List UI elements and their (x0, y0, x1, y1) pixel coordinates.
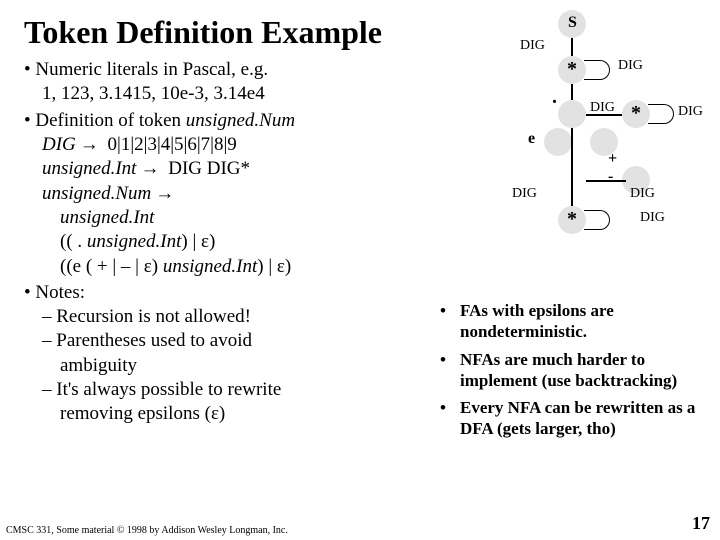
rule-unum-rhs3: ((e ( + | – | ) unsigned.Int) | ) (24, 255, 434, 279)
e-uint: unsigned.Int (163, 256, 257, 277)
epsilon-icon (144, 256, 152, 277)
bullet-literals: • Numeric literals in Pascal, e.g. (24, 58, 434, 82)
e-open: ((e ( + | – | (60, 256, 144, 277)
state-e (544, 128, 572, 156)
note-text: FAs with epsilons are nondeterministic. (460, 300, 706, 343)
edge (586, 114, 622, 116)
footer-text: CMSC 331, Some material © 1998 by Addiso… (6, 525, 288, 536)
nfa-diagram: S DIG * DIG . DIG * DIG e + - DIG DIG * … (440, 8, 710, 268)
loop (584, 210, 610, 230)
slide-title: Token Definition Example (24, 14, 382, 51)
arrow-icon (76, 134, 103, 155)
epsilon-icon (277, 256, 285, 277)
note-text: NFAs are much harder to implement (use b… (460, 349, 706, 392)
label-dig1: DIG (520, 38, 545, 54)
state-afterdot (558, 100, 586, 128)
note-rewrite-1: – It's always possible to rewrite (24, 378, 434, 402)
e-close1: ) (152, 256, 163, 277)
label-e: e (528, 130, 535, 148)
epsilon-icon (211, 403, 219, 424)
note-nfa-rewrite: •Every NFA can be rewritten as a DFA (ge… (440, 397, 706, 440)
label-star2: * (631, 102, 641, 125)
label-dig4: DIG (678, 104, 703, 120)
note-rewrite-2: removing epsilons () (24, 402, 434, 426)
label-s: S (568, 14, 577, 32)
label-dig7: DIG (640, 210, 665, 226)
literals-examples: 1, 123, 3.1415, 10e-3, 3.14e4 (24, 82, 434, 106)
rule-dig: DIG 0|1|2|3|4|5|6|7|8|9 (24, 133, 434, 157)
note-text: Every NFA can be rewritten as a DFA (get… (460, 397, 706, 440)
loop (648, 104, 674, 124)
p-open: (( . (60, 231, 87, 252)
e-bar: ) | (257, 256, 277, 277)
p-uint: unsigned.Int (87, 231, 181, 252)
note-nfa-hard: •NFAs are much harder to implement (use … (440, 349, 706, 392)
p-bar: ) | (181, 231, 201, 252)
arrow-icon (151, 183, 178, 204)
label-minus: - (608, 168, 613, 186)
label-dig5: DIG (512, 186, 537, 202)
def-prefix: • Definition of token (24, 110, 186, 131)
e-close2: ) (285, 256, 291, 277)
rule-unum-rhs1: unsigned.Int (24, 206, 434, 230)
edge (586, 180, 626, 182)
rule-unum: unsigned.Num (24, 182, 434, 206)
rule-uint-lhs: unsigned.Int (42, 158, 136, 179)
rule-dig-rhs: 0|1|2|3|4|5|6|7|8|9 (103, 134, 237, 155)
rule-unum-lhs: unsigned.Num (42, 183, 151, 204)
page-number: 17 (692, 513, 710, 534)
label-dot: . (552, 86, 557, 109)
arrow-icon (136, 158, 163, 179)
right-notes: •FAs with epsilons are nondeterministic.… (440, 300, 706, 446)
def-token: unsigned.Num (186, 110, 295, 131)
edge (571, 128, 573, 206)
rule-dig-lhs: DIG (42, 134, 76, 155)
edge (571, 38, 573, 56)
bullet-definition: • Definition of token unsigned.Num (24, 109, 434, 133)
left-column: • Numeric literals in Pascal, e.g. 1, 12… (24, 58, 434, 427)
note-recursion: – Recursion is not allowed! (24, 305, 434, 329)
rewrite-prefix: removing epsilons ( (60, 403, 211, 424)
edge (571, 84, 573, 100)
note-parens-2: ambiguity (24, 354, 434, 378)
rule-uint: unsigned.Int DIG DIG* (24, 157, 434, 181)
bullet-notes: • Notes: (24, 281, 434, 305)
rewrite-close: ) (219, 403, 225, 424)
label-plus: + (608, 150, 617, 168)
note-fa-epsilon: •FAs with epsilons are nondeterministic. (440, 300, 706, 343)
epsilon-icon (201, 231, 209, 252)
note-parens-1: – Parentheses used to avoid (24, 329, 434, 353)
label-star1: * (567, 58, 577, 81)
rule-uint-rhs: DIG DIG* (163, 158, 250, 179)
label-dig2: DIG (618, 58, 643, 74)
p-close: ) (209, 231, 215, 252)
label-star3: * (567, 208, 577, 231)
loop (584, 60, 610, 80)
label-dig6: DIG (630, 186, 655, 202)
rule-unum-rhs2: (( . unsigned.Int) | ) (24, 230, 434, 254)
